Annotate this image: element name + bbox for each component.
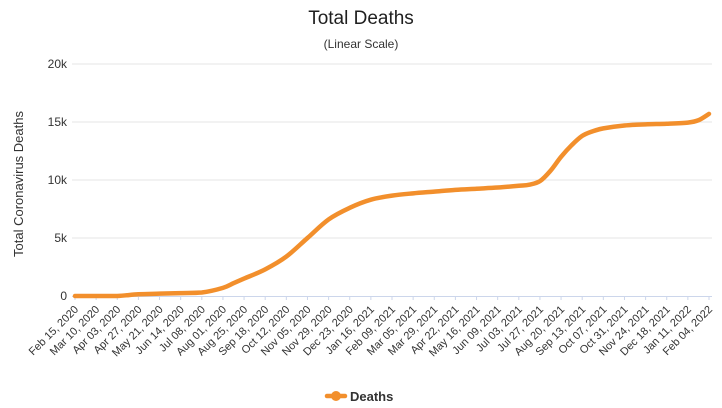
- grid-lines: [72, 63, 712, 239]
- y-axis-ticks: 0 5k 10k 15k 20k: [48, 57, 68, 303]
- legend[interactable]: Deaths: [324, 389, 393, 404]
- y-tick-label: 0: [60, 289, 67, 303]
- y-tick-label: 10k: [48, 173, 68, 187]
- legend-marker-deaths[interactable]: [331, 391, 341, 401]
- y-tick-label: 15k: [48, 115, 68, 129]
- y-tick-label: 20k: [48, 57, 68, 71]
- chart-subtitle: (Linear Scale): [324, 37, 399, 51]
- y-axis-label: Total Coronavirus Deaths: [11, 111, 26, 257]
- chart-title: Total Deaths: [308, 8, 414, 29]
- deaths-line: [72, 111, 712, 299]
- legend-label-deaths[interactable]: Deaths: [350, 389, 393, 404]
- y-tick-label: 5k: [54, 231, 68, 245]
